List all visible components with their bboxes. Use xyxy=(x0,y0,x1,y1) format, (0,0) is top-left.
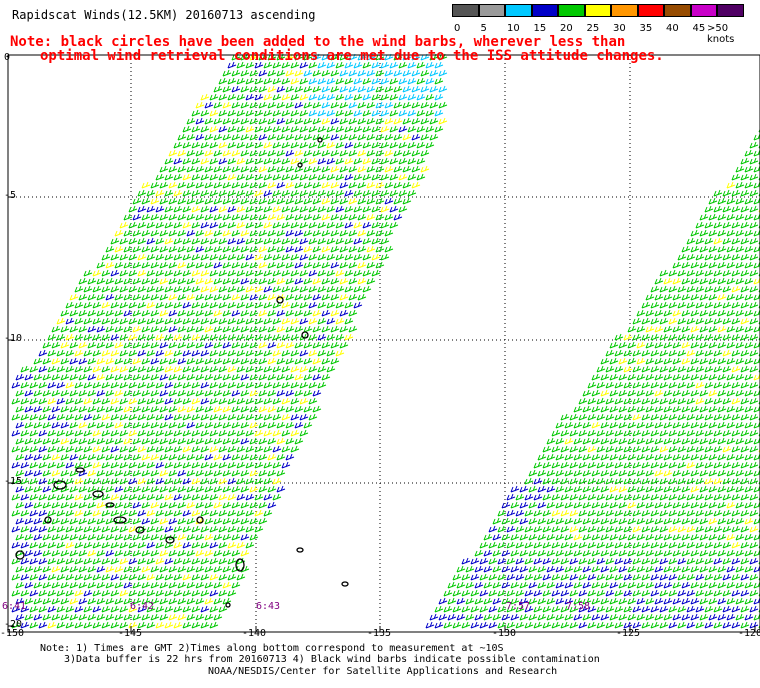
legend-label: 40 xyxy=(666,23,679,34)
y-label-minus20: -20 xyxy=(4,619,23,630)
legend-swatch xyxy=(558,4,585,17)
legend-label: 25 xyxy=(586,23,600,34)
credit-line: NOAA/NESDIS/Center for Satellite Applica… xyxy=(208,666,558,677)
x-label-minus145: -145 xyxy=(118,628,143,639)
legend-swatches xyxy=(452,4,744,17)
time-label-758: 7:58 xyxy=(566,601,591,612)
wind-barb-swaths xyxy=(11,53,760,629)
x-label-minus130: -130 xyxy=(492,628,517,639)
x-label-minus120: -120 xyxy=(738,628,760,639)
note-line-2: optimal wind retrieval conditions are me… xyxy=(40,48,664,64)
legend-swatch xyxy=(584,4,611,17)
legend-swatch xyxy=(452,4,479,17)
legend-label: 30 xyxy=(613,23,626,34)
legend-swatch xyxy=(637,4,664,17)
legend-label: 35 xyxy=(639,23,653,34)
legend-label: 45 xyxy=(692,23,706,34)
x-label-minus140: -140 xyxy=(242,628,267,639)
legend-swatch xyxy=(478,4,505,17)
legend-label: 5 xyxy=(480,23,487,34)
note-line-1: Note: black circles have been added to t… xyxy=(10,34,626,50)
legend-label: 15 xyxy=(533,23,547,34)
legend-unit-label: >50 knots xyxy=(707,23,735,45)
legend-swatch xyxy=(505,4,532,17)
y-label-minus5: -5 xyxy=(4,190,17,201)
y-label-0: 0 xyxy=(4,52,11,63)
x-label-minus125: -125 xyxy=(616,628,641,639)
legend-label: 0 xyxy=(454,23,461,34)
x-label-minus135: -135 xyxy=(367,628,392,639)
legend-label: 20 xyxy=(560,23,573,34)
legend-label: 10 xyxy=(507,23,520,34)
wind-speed-legend: 0 5 10 15 20 25 30 35 40 45 >50 knots xyxy=(452,4,744,45)
legend-swatch xyxy=(611,4,638,17)
legend-swatch xyxy=(690,4,717,17)
map-frame xyxy=(7,54,760,633)
map-title: Rapidscat Winds(12.5KM) 20160713 ascendi… xyxy=(12,8,316,22)
axis-ticks xyxy=(7,54,756,632)
legend-swatch xyxy=(531,4,558,17)
legend-swatch xyxy=(664,4,691,17)
x-label-minus150: -150 xyxy=(0,628,25,639)
time-label-643: 6:43 xyxy=(256,601,281,612)
time-label-757: 7:57 xyxy=(506,601,531,612)
footnote-line-2: 3)Data buffer is 22 hrs from 20160713 4)… xyxy=(64,654,600,665)
time-label-642: 6:42 xyxy=(130,601,155,612)
footnote-line-1: Note: 1) Times are GMT 2)Times along bot… xyxy=(40,643,504,654)
island-outlines xyxy=(15,137,349,608)
time-label-641: 6:41 xyxy=(2,601,27,612)
y-label-minus10: -10 xyxy=(4,333,23,344)
y-label-minus15: -15 xyxy=(4,476,23,487)
legend-swatch xyxy=(717,4,744,17)
